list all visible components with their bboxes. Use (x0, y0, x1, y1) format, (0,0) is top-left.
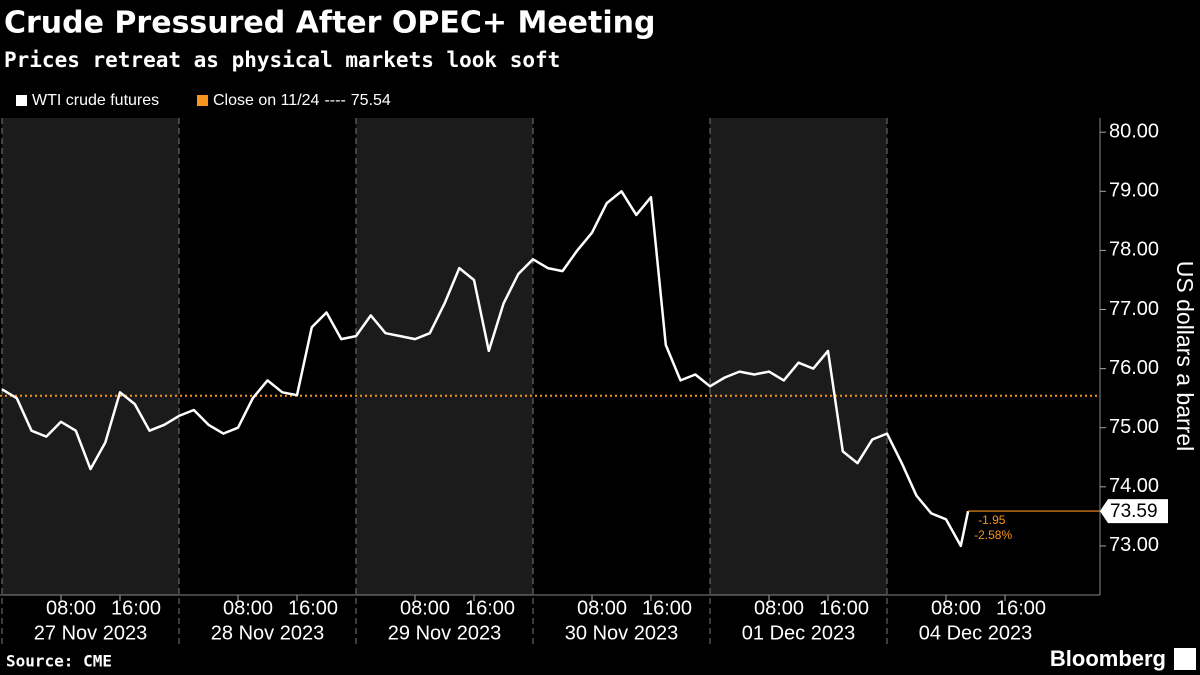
day-label: 28 Nov 2023 (211, 622, 324, 644)
day-panel (710, 118, 887, 595)
day-label: 29 Nov 2023 (388, 622, 501, 644)
x-tick-label: 08:00 (223, 597, 273, 619)
x-tick-label: 08:00 (577, 597, 627, 619)
brand: Bloomberg (1050, 646, 1166, 671)
x-tick-label: 16:00 (642, 597, 692, 619)
chart-title: Crude Pressured After OPEC+ Meeting (4, 6, 655, 41)
x-tick-label: 16:00 (111, 597, 161, 619)
legend-label: WTI crude futures (32, 92, 159, 109)
y-tick-label: 79.00 (1109, 180, 1159, 202)
source: Source: CME (6, 652, 112, 671)
price-line (1, 190, 970, 548)
y-tick-label: 77.00 (1109, 298, 1159, 320)
x-tick-label: 16:00 (819, 597, 869, 619)
day-panel (356, 118, 533, 595)
x-tick-label: 16:00 (465, 597, 515, 619)
y-tick-label: 76.00 (1109, 357, 1159, 379)
y-tick-label: 73.00 (1109, 534, 1159, 556)
legend-text: Close on 11/24 (213, 92, 320, 109)
y-tick-label: 75.00 (1109, 416, 1159, 438)
chart-subtitle: Prices retreat as physical markets look … (4, 48, 560, 72)
legend-swatch (16, 95, 27, 106)
brand-icon (1174, 648, 1196, 670)
y-tick-label: 74.00 (1109, 475, 1159, 497)
last-value-label: 73.59 (1110, 501, 1158, 522)
change-label: -1.95 (978, 513, 1006, 527)
x-tick-label: 08:00 (46, 597, 96, 619)
y-tick-label: 78.00 (1109, 239, 1159, 261)
y-tick-label: 80.00 (1109, 120, 1159, 142)
x-tick-label: 08:00 (754, 597, 804, 619)
legend-text: 75.54 (351, 92, 391, 109)
day-label: 01 Dec 2023 (742, 622, 855, 644)
x-tick-label: 08:00 (931, 597, 981, 619)
day-label: 04 Dec 2023 (919, 622, 1032, 644)
change-percent-label: -2.58% (974, 528, 1012, 542)
legend-text: ---- (324, 92, 345, 109)
day-panel (2, 118, 179, 595)
legend-label: Close on 11/24 ---- 75.54 (213, 92, 391, 109)
day-label: 30 Nov 2023 (565, 622, 678, 644)
legend-swatch (197, 95, 208, 106)
x-tick-label: 16:00 (996, 597, 1046, 619)
day-label: 27 Nov 2023 (34, 622, 147, 644)
x-tick-label: 16:00 (288, 597, 338, 619)
x-tick-label: 08:00 (400, 597, 450, 619)
y-axis-title: US dollars a barrel (1172, 261, 1198, 451)
last-value-tag (1100, 499, 1168, 524)
